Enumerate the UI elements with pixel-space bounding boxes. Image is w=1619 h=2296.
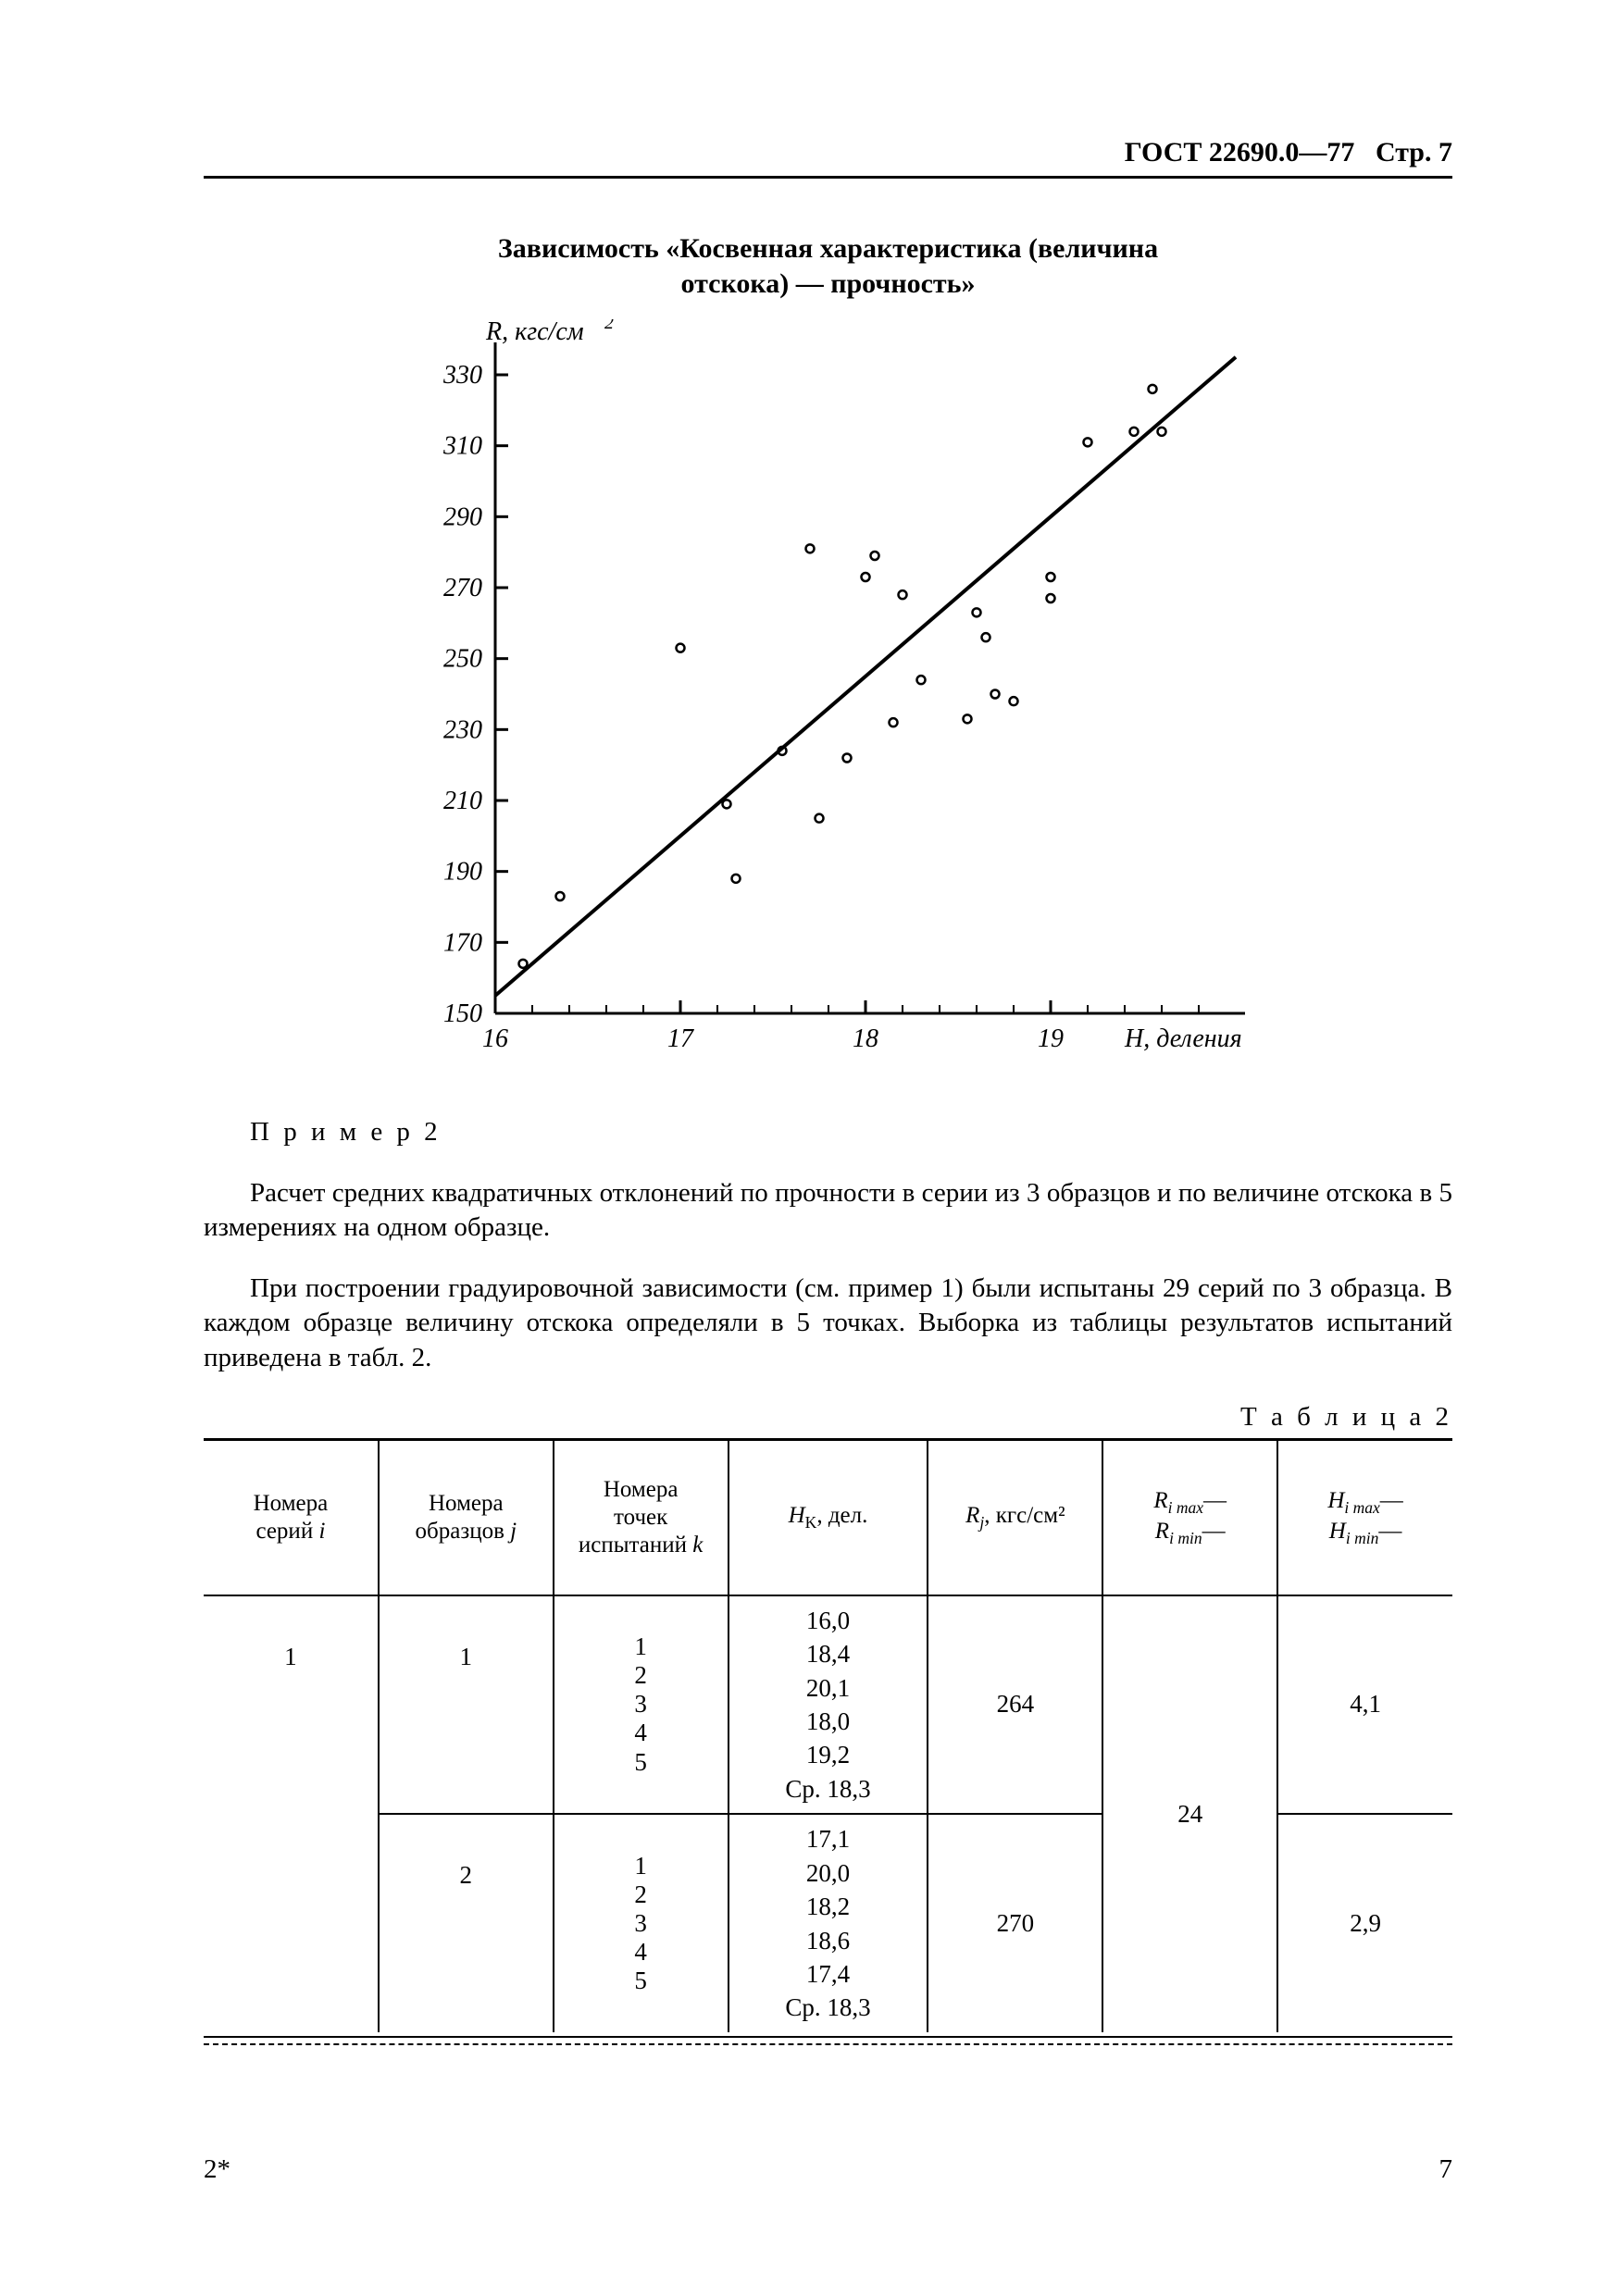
chart-container: 150 170 190 210 230 250 270 290 310 330 16 17 18 19 R,…: [366, 319, 1291, 1078]
table-cell: 2: [379, 1814, 554, 2032]
svg-text:19: 19: [1038, 1024, 1064, 1053]
chart-title: Зависимость «Косвенная характеристика (в…: [204, 231, 1452, 301]
footer-left: 2*: [204, 2154, 230, 2185]
example-label: П р и м е р 2: [204, 1115, 1452, 1149]
svg-text:17: 17: [667, 1024, 694, 1053]
header-rule: [204, 176, 1452, 179]
table-header: Ri max—Ri min—: [1102, 1439, 1277, 1595]
table-cell: 12345: [554, 1814, 729, 2032]
chart-title-line: отскока) — прочность»: [680, 268, 975, 299]
svg-text:18: 18: [853, 1024, 878, 1053]
svg-text:2: 2: [604, 319, 614, 333]
table-header: Номерасерий i: [204, 1439, 379, 1595]
table-cell: 12345: [554, 1595, 729, 1815]
table-cell: 1: [204, 1595, 379, 2032]
svg-text:Н, деления: Н, деления: [1124, 1024, 1242, 1053]
chart-title-line: Зависимость «Косвенная характеристика (в…: [498, 233, 1158, 264]
svg-text:310: 310: [442, 432, 482, 461]
table-header: HK, дел.: [729, 1439, 928, 1595]
scatter-chart: 150 170 190 210 230 250 270 290 310 330 16 17 18 19 R,…: [366, 319, 1291, 1078]
svg-text:230: 230: [443, 715, 482, 744]
table-cell: 4,1: [1277, 1595, 1452, 1815]
data-table: Номерасерий iНомераобразцов jНомераточек…: [204, 1438, 1452, 2032]
table-cell: 264: [928, 1595, 1102, 1815]
page-header: ГОСТ 22690.0—77 Стр. 7: [1125, 137, 1452, 168]
body-text: П р и м е р 2 Расчет средних квадратичны…: [204, 1115, 1452, 1375]
svg-text:270: 270: [443, 574, 482, 602]
table-row: 111234516,018,420,118,019,2Ср. 18,326424…: [204, 1595, 1452, 1815]
svg-text:210: 210: [443, 787, 482, 815]
example-number: П р и м е р 2: [250, 1117, 442, 1147]
svg-text:250: 250: [443, 645, 482, 674]
table-header: Номераточекиспытаний k: [554, 1439, 729, 1595]
table-header: Hi max—Hi min—: [1277, 1439, 1452, 1595]
standard-code: ГОСТ 22690.0—77: [1125, 137, 1355, 168]
svg-text:330: 330: [442, 361, 482, 390]
table-cell: 24: [1102, 1595, 1277, 2032]
table-header: Номераобразцов j: [379, 1439, 554, 1595]
svg-text:150: 150: [443, 999, 482, 1028]
table-header: Rj, кгс/см²: [928, 1439, 1102, 1595]
svg-text:R, кгс/см: R, кгс/см: [485, 319, 584, 346]
table-cell: 17,120,018,218,617,4Ср. 18,3: [729, 1814, 928, 2032]
page-number: 7: [1439, 2154, 1453, 2185]
table-cell: 270: [928, 1814, 1102, 2032]
svg-text:290: 290: [443, 503, 482, 531]
svg-text:16: 16: [482, 1024, 508, 1053]
table-cell: 1: [379, 1595, 554, 1815]
table-caption: Т а б л и ц а 2: [204, 1402, 1452, 1433]
svg-text:170: 170: [443, 928, 482, 957]
svg-text:190: 190: [443, 858, 482, 887]
table-bottom-rule: [204, 2036, 1452, 2045]
table-cell: 16,018,420,118,019,2Ср. 18,3: [729, 1595, 928, 1815]
page-label: Стр. 7: [1376, 137, 1452, 168]
paragraph: При построении градуировочной зависимост…: [204, 1272, 1452, 1374]
paragraph: Расчет средних квадратичных отклонений п…: [204, 1176, 1452, 1245]
table-cell: 2,9: [1277, 1814, 1452, 2032]
